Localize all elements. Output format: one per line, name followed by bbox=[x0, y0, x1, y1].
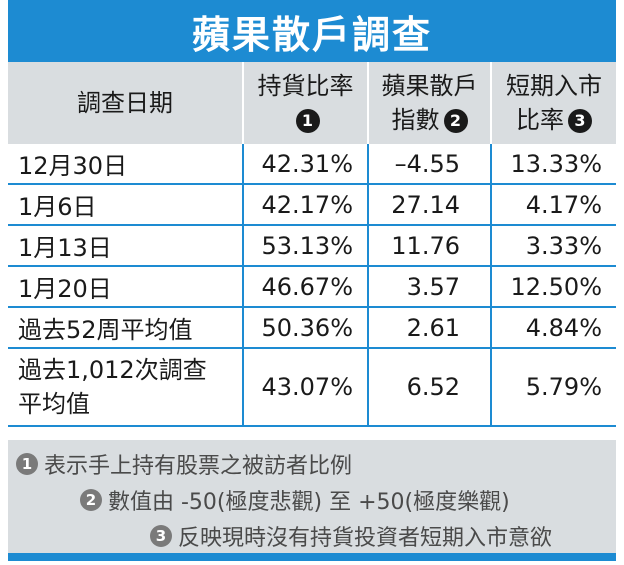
header-survey-date: 調查日期 bbox=[8, 62, 244, 144]
row-date: 12月30日 bbox=[8, 144, 244, 185]
footnote-badge-2: 2 bbox=[443, 109, 468, 133]
row-date: 1月13日 bbox=[8, 225, 244, 267]
footnote-badge-3: 3 bbox=[568, 109, 592, 133]
footnote-badge-1: 1 bbox=[295, 109, 320, 133]
footnotes: 1 表示手上持有股票之被訪者比例 2 數值由 -50(極度悲觀) 至 +50(極… bbox=[8, 440, 616, 553]
header-holding-ratio: 持貨比率 1 bbox=[243, 62, 369, 144]
row-retail-index: 3.57 bbox=[368, 266, 492, 308]
header-short-term-entry-label-2: 比率 bbox=[516, 106, 564, 134]
row-holding-ratio: 53.13% bbox=[243, 225, 369, 267]
row-holding-ratio: 50.36% bbox=[243, 307, 369, 349]
footnote-1-badge: 1 bbox=[16, 453, 38, 475]
row-retail-index: 2.61 bbox=[368, 307, 492, 349]
footnote-3: 3 反映現時沒有持貨投資者短期入市意欲 bbox=[150, 520, 552, 552]
row-date-line-1: 過去1,012次調查 bbox=[18, 356, 207, 384]
header-retail-index: 蘋果散戶 指數 2 bbox=[368, 62, 492, 144]
footnote-1: 1 表示手上持有股票之被訪者比例 bbox=[16, 448, 352, 480]
footnote-2-text: 數值由 -50(極度悲觀) 至 +50(極度樂觀) bbox=[108, 490, 510, 515]
footnote-3-text: 反映現時沒有持貨投資者短期入市意欲 bbox=[178, 526, 553, 551]
table-row: 12月30日 42.31% –4.55 13.33% bbox=[8, 144, 616, 185]
header-retail-index-label-2: 指數 bbox=[391, 106, 440, 134]
row-short-term-entry: 3.33% bbox=[491, 225, 616, 267]
table-row: 過去1,012次調查 平均值 43.07% 6.52 5.79% bbox=[8, 348, 616, 427]
row-holding-ratio: 43.07% bbox=[243, 348, 369, 427]
header-survey-date-label: 調查日期 bbox=[77, 89, 173, 117]
header-holding-ratio-label: 持貨比率 bbox=[257, 72, 354, 100]
header-short-term-entry-label: 短期入市 bbox=[506, 72, 602, 100]
row-date: 過去1,012次調查 平均值 bbox=[8, 348, 244, 427]
page-title: 蘋果散戶調查 bbox=[191, 12, 432, 57]
title-bar: 蘋果散戶調查 bbox=[8, 0, 616, 62]
row-short-term-entry: 13.33% bbox=[491, 144, 616, 185]
row-short-term-entry: 4.17% bbox=[491, 184, 616, 226]
row-short-term-entry: 12.50% bbox=[491, 266, 616, 308]
survey-table-container: 調查日期 持貨比率 1 蘋果散戶 指數 2 短期入市 比率 3 bbox=[8, 62, 616, 438]
header-retail-index-label: 蘋果散戶 bbox=[381, 72, 478, 100]
row-retail-index: 6.52 bbox=[368, 348, 492, 427]
row-retail-index: 11.76 bbox=[368, 225, 492, 267]
footnote-2: 2 數值由 -50(極度悲觀) 至 +50(極度樂觀) bbox=[80, 484, 510, 516]
table-row: 過去52周平均值 50.36% 2.61 4.84% bbox=[8, 307, 616, 349]
row-date: 1月20日 bbox=[8, 266, 244, 308]
bottom-rule bbox=[8, 553, 616, 561]
row-date: 過去52周平均值 bbox=[8, 307, 244, 349]
row-retail-index: 27.14 bbox=[368, 184, 492, 226]
row-short-term-entry: 5.79% bbox=[491, 348, 616, 427]
table-row: 1月6日 42.17% 27.14 4.17% bbox=[8, 184, 616, 226]
footnote-1-text: 表示手上持有股票之被訪者比例 bbox=[44, 454, 353, 479]
table-row: 1月13日 53.13% 11.76 3.33% bbox=[8, 225, 616, 267]
row-holding-ratio: 42.31% bbox=[243, 144, 369, 185]
row-date-line-2: 平均值 bbox=[18, 390, 90, 418]
survey-panel: 蘋果散戶調查 調查日期 持貨比率 1 蘋果散戶 指數 2 bbox=[8, 0, 616, 565]
footnote-2-badge: 2 bbox=[80, 489, 102, 511]
row-retail-index: –4.55 bbox=[368, 144, 492, 185]
row-short-term-entry: 4.84% bbox=[491, 307, 616, 349]
row-date: 1月6日 bbox=[8, 184, 244, 226]
row-holding-ratio: 46.67% bbox=[243, 266, 369, 308]
row-holding-ratio: 42.17% bbox=[243, 184, 369, 226]
survey-table: 調查日期 持貨比率 1 蘋果散戶 指數 2 短期入市 比率 3 bbox=[8, 62, 616, 427]
table-header-row: 調查日期 持貨比率 1 蘋果散戶 指數 2 短期入市 比率 3 bbox=[8, 62, 616, 144]
header-short-term-entry: 短期入市 比率 3 bbox=[491, 62, 616, 144]
footnote-3-badge: 3 bbox=[150, 525, 172, 547]
table-row: 1月20日 46.67% 3.57 12.50% bbox=[8, 266, 616, 308]
